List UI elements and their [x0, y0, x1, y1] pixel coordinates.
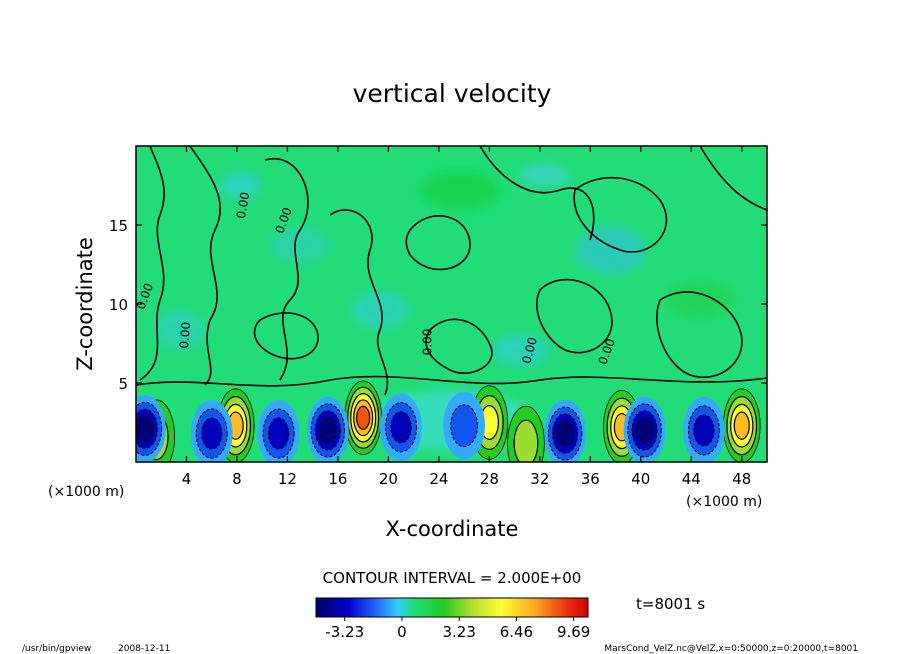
contour-label: 0.00	[420, 329, 434, 356]
x-unit-left: (×1000 m)	[48, 484, 124, 500]
contour-label: 0.00	[177, 321, 193, 349]
x-tick-label: 16	[328, 470, 347, 488]
x-tick-label: 8	[232, 470, 242, 488]
updraft-cell	[513, 419, 539, 462]
x-tick-label: 20	[379, 470, 398, 488]
downdraft-cell	[319, 417, 337, 444]
colorbar-tick-label: 9.69	[557, 623, 590, 641]
x-tick-label: 4	[182, 470, 192, 488]
colorbar-tick-label: 6.46	[500, 623, 533, 641]
downdraft-cell	[450, 404, 478, 448]
plot-area: 0.000.000.000.00 0.00 0.00 0.00	[136, 146, 767, 462]
footer-date: 2008-12-11	[118, 644, 170, 654]
chart-title: vertical velocity	[353, 79, 552, 108]
x-tick-label: 24	[429, 470, 448, 488]
colorbar-tick-label: 0	[397, 623, 407, 641]
colorbar-tick-label: 3.23	[442, 623, 475, 641]
downdraft-cell	[635, 417, 654, 444]
colorbar-tick-label: -3.23	[325, 623, 364, 641]
footer-source: MarsCond_VelZ.nc@VelZ,x=0:50000,z=0:2000…	[604, 644, 858, 654]
downdraft-cell	[693, 414, 715, 447]
x-tick-label: 12	[278, 470, 297, 488]
updraft-cell	[733, 411, 750, 440]
contour-label: 0.00	[234, 191, 252, 220]
footer-program: /usr/bin/gpview	[22, 644, 91, 654]
downdraft-cell	[390, 411, 412, 444]
x-tick-label: 44	[682, 470, 701, 488]
cells-layer	[136, 380, 761, 462]
downdraft-cell	[201, 417, 223, 450]
y-tick-label: 5	[118, 375, 128, 393]
updraft-cell	[356, 405, 371, 430]
y-axis-label: Z-coordinate	[73, 237, 97, 371]
x-tick-label: 48	[732, 470, 751, 488]
x-unit-right: (×1000 m)	[686, 494, 762, 510]
colorbar	[315, 597, 589, 618]
contour-label: 0.00	[519, 336, 539, 365]
x-axis-label: X-coordinate	[386, 517, 519, 541]
time-label: t=8001 s	[636, 595, 705, 613]
y-tick-label: 10	[109, 296, 128, 314]
y-tick-label: 15	[109, 217, 128, 235]
x-axis: 4 8 12 16 20 24 28 32 36 40 44 48	[182, 146, 751, 488]
x-tick-label: 32	[530, 470, 549, 488]
x-tick-label: 28	[480, 470, 499, 488]
downdraft-cell	[136, 415, 154, 442]
downdraft-cell	[556, 420, 574, 447]
x-tick-label: 36	[581, 470, 600, 488]
contour-interval-text: CONTOUR INTERVAL = 2.000E+00	[323, 569, 582, 587]
downdraft-cell	[267, 417, 290, 450]
contour-layer	[136, 146, 767, 396]
x-tick-label: 40	[631, 470, 650, 488]
colorbar-ticks: -3.23 0 3.23 6.46 9.69	[325, 617, 590, 641]
y-axis: 5 10 15	[109, 217, 767, 393]
